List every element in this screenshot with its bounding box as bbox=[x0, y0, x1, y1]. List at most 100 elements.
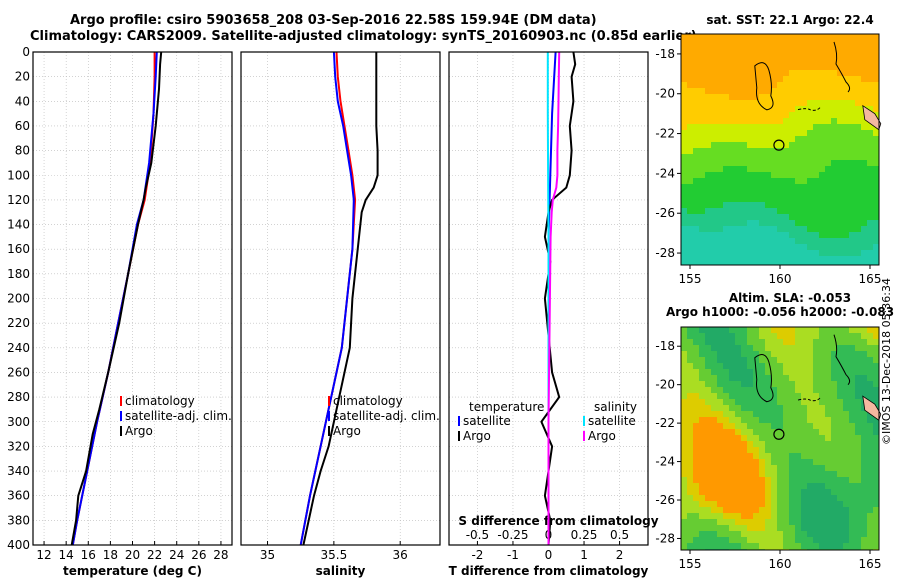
sla-map-pixel bbox=[843, 453, 849, 459]
sla-map-pixel bbox=[855, 513, 861, 519]
sla-map-pixel bbox=[765, 501, 771, 507]
sst-map-pixel bbox=[717, 148, 723, 154]
sst-map-pixel bbox=[735, 262, 741, 265]
sla-map-pixel bbox=[741, 507, 747, 513]
sla-map-pixel bbox=[831, 345, 837, 351]
sst-map-pixel bbox=[699, 232, 705, 238]
sla-map-pixel bbox=[855, 333, 861, 339]
sst-map-pixel bbox=[747, 196, 753, 202]
sst-map-pixel bbox=[813, 172, 819, 178]
sla-map-pixel bbox=[825, 345, 831, 351]
sst-map-pixel bbox=[753, 40, 759, 46]
temperature-x-tick-label: 12 bbox=[36, 548, 51, 562]
sst-map-pixel bbox=[867, 250, 873, 256]
sla-map-pixel bbox=[855, 351, 861, 357]
sla-map-pixel bbox=[747, 369, 753, 375]
sla-map-pixel bbox=[693, 513, 699, 519]
sla-map-pixel bbox=[825, 471, 831, 477]
sst-map-pixel bbox=[807, 220, 813, 226]
sst-map-pixel bbox=[813, 100, 819, 106]
sla-map-pixel bbox=[747, 357, 753, 363]
sst-map-pixel bbox=[777, 64, 783, 70]
sla-map-pixel bbox=[693, 399, 699, 405]
sst-map-pixel bbox=[861, 76, 867, 82]
sla-map-pixel bbox=[783, 447, 789, 453]
sla-map-pixel bbox=[723, 405, 729, 411]
diff-legend-label-salinity: Argo bbox=[588, 429, 616, 443]
sst-map-pixel bbox=[831, 232, 837, 238]
sst-map-pixel bbox=[843, 250, 849, 256]
sst-map-pixel bbox=[789, 256, 795, 262]
sst-map-pixel bbox=[729, 106, 735, 112]
sst-map-pixel bbox=[723, 148, 729, 154]
sla-map-pixel bbox=[771, 393, 777, 399]
sst-map-pixel bbox=[735, 160, 741, 166]
sst-map-pixel bbox=[807, 202, 813, 208]
sla-map-pixel bbox=[801, 447, 807, 453]
sla-map-pixel bbox=[687, 381, 693, 387]
sst-map-pixel bbox=[729, 220, 735, 226]
sst-map-pixel bbox=[711, 166, 717, 172]
sst-map-pixel bbox=[843, 178, 849, 184]
sla-map-pixel bbox=[741, 513, 747, 519]
sla-map-pixel bbox=[813, 405, 819, 411]
sla-map-pixel bbox=[735, 363, 741, 369]
sst-map-pixel bbox=[741, 202, 747, 208]
sla-map-pixel bbox=[699, 459, 705, 465]
sst-map-pixel bbox=[759, 142, 765, 148]
sst-map-pixel bbox=[741, 220, 747, 226]
sst-map-pixel bbox=[777, 106, 783, 112]
sla-map-pixel bbox=[711, 537, 717, 543]
sla-map-pixel bbox=[699, 357, 705, 363]
sst-map-pixel bbox=[801, 226, 807, 232]
sst-map-pixel bbox=[759, 58, 765, 64]
sst-map-pixel bbox=[807, 244, 813, 250]
sst-map-pixel bbox=[687, 148, 693, 154]
sla-map-pixel bbox=[777, 453, 783, 459]
sst-map-pixel bbox=[795, 94, 801, 100]
sst-map-pixel bbox=[705, 232, 711, 238]
sst-map-pixel bbox=[717, 34, 723, 40]
sst-map-pixel bbox=[699, 34, 705, 40]
sst-map-pixel bbox=[867, 202, 873, 208]
sla-map-pixel bbox=[873, 453, 879, 459]
sla-map-pixel bbox=[729, 459, 735, 465]
sst-map-pixel bbox=[867, 214, 873, 220]
sst-map-pixel bbox=[741, 178, 747, 184]
sla-map-pixel bbox=[855, 327, 861, 333]
sla-map-pixel bbox=[717, 525, 723, 531]
sst-map-pixel bbox=[789, 172, 795, 178]
sla-map-pixel bbox=[705, 411, 711, 417]
sla-map-pixel bbox=[813, 447, 819, 453]
sla-map-pixel bbox=[831, 453, 837, 459]
sla-map-pixel bbox=[735, 519, 741, 525]
sst-map-pixel bbox=[837, 232, 843, 238]
sst-map-pixel bbox=[855, 130, 861, 136]
sla-map-pixel bbox=[735, 501, 741, 507]
sst-map-pixel bbox=[747, 220, 753, 226]
sst-map-pixel bbox=[789, 178, 795, 184]
sla-map-pixel bbox=[855, 465, 861, 471]
sst-map-pixel bbox=[723, 184, 729, 190]
sla-map-pixel bbox=[759, 459, 765, 465]
sla-map-pixel bbox=[705, 345, 711, 351]
sst-map-pixel bbox=[819, 124, 825, 130]
sla-map-pixel bbox=[807, 375, 813, 381]
sst-map-pixel bbox=[849, 238, 855, 244]
sst-map-pixel bbox=[825, 220, 831, 226]
sla-map-pixel bbox=[687, 333, 693, 339]
sla-map-pixel bbox=[711, 465, 717, 471]
sla-map-pixel bbox=[687, 429, 693, 435]
sst-map-pixel bbox=[705, 46, 711, 52]
sst-map-pixel bbox=[735, 100, 741, 106]
sla-map-pixel bbox=[843, 447, 849, 453]
sla-map-pixel bbox=[783, 417, 789, 423]
sst-map-pixel bbox=[825, 58, 831, 64]
sla-map-pixel bbox=[693, 381, 699, 387]
sla-map-pixel bbox=[699, 327, 705, 333]
sla-map-pixel bbox=[693, 375, 699, 381]
sst-map-pixel bbox=[735, 220, 741, 226]
sla-map-pixel bbox=[837, 333, 843, 339]
sst-map-pixel bbox=[759, 184, 765, 190]
sla-map-pixel bbox=[807, 369, 813, 375]
